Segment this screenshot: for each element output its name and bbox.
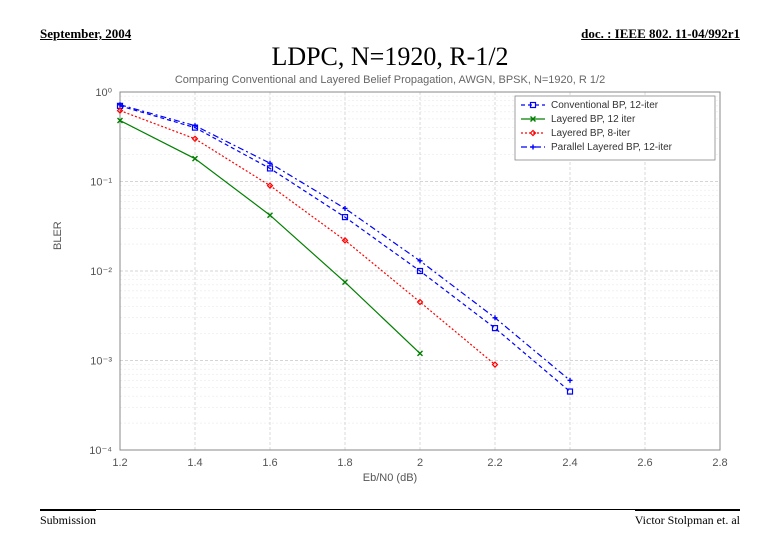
svg-text:2.6: 2.6 xyxy=(637,457,652,469)
svg-text:Conventional BP, 12-iter: Conventional BP, 12-iter xyxy=(551,100,659,111)
footer-left: Submission xyxy=(40,510,96,528)
svg-text:Layered BP, 8-iter: Layered BP, 8-iter xyxy=(551,128,631,139)
svg-text:2.4: 2.4 xyxy=(562,457,577,469)
header-doc: doc. : IEEE 802. 11-04/992r1 xyxy=(581,26,740,42)
svg-text:2.8: 2.8 xyxy=(712,457,727,469)
svg-text:10⁰: 10⁰ xyxy=(95,87,112,99)
svg-text:2.2: 2.2 xyxy=(487,457,502,469)
svg-text:Layered BP, 12 iter: Layered BP, 12 iter xyxy=(551,114,636,125)
svg-text:1.8: 1.8 xyxy=(337,457,352,469)
x-axis-label: Eb/N0 (dB) xyxy=(0,472,780,484)
svg-text:10⁻²: 10⁻² xyxy=(90,266,112,278)
svg-text:Parallel Layered BP, 12-iter: Parallel Layered BP, 12-iter xyxy=(551,142,673,153)
svg-text:10⁻³: 10⁻³ xyxy=(90,356,112,368)
svg-text:1.6: 1.6 xyxy=(262,457,277,469)
footer-right: Victor Stolpman et. al xyxy=(635,510,740,528)
y-axis-label: BLER xyxy=(52,221,64,250)
svg-text:1.2: 1.2 xyxy=(112,457,127,469)
svg-text:10⁻⁴: 10⁻⁴ xyxy=(89,445,112,457)
svg-text:10⁻¹: 10⁻¹ xyxy=(90,177,112,189)
svg-text:2: 2 xyxy=(417,457,423,469)
chart-area: 10⁰ 10⁻¹ 10⁻² 10⁻³ 10⁻⁴1.2 1.4 1.6 1.8 2 2.2 2.4 2.… xyxy=(70,78,730,478)
page-title: LDPC, N=1920, R-1/2 xyxy=(0,42,780,72)
header-date: September, 2004 xyxy=(40,26,131,42)
svg-text:1.4: 1.4 xyxy=(187,457,202,469)
